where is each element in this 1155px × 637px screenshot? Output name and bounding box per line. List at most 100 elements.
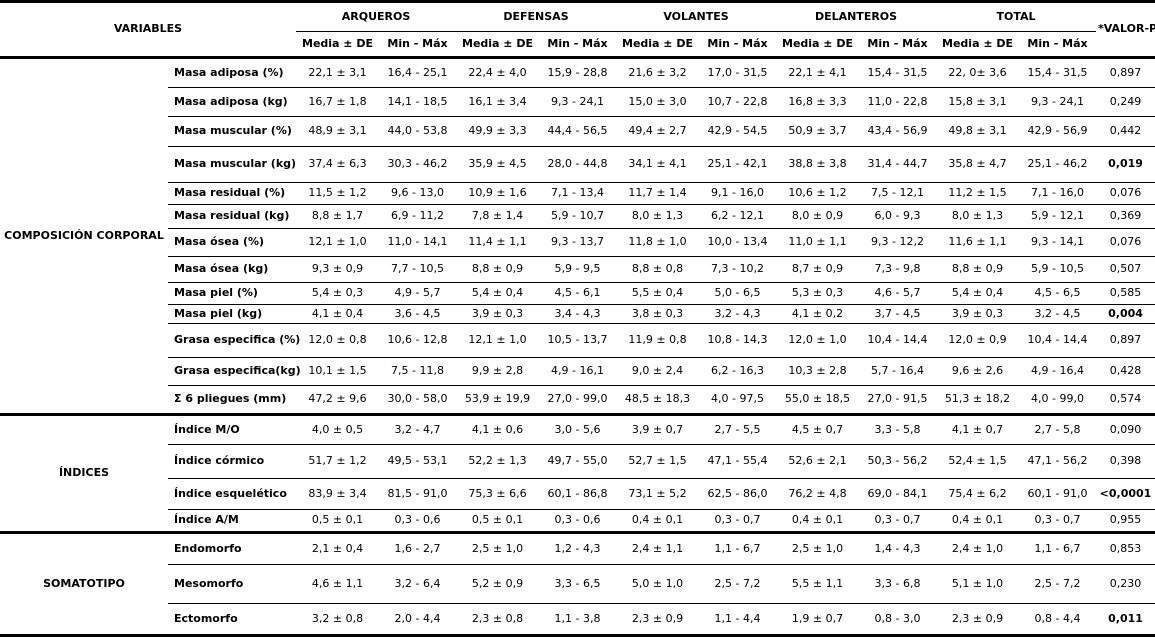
cell-minmax: 28,0 - 44,8 bbox=[539, 146, 616, 183]
cell-media: 5,2 ± 0,9 bbox=[456, 564, 539, 604]
pvalue-header: *VALOR-P bbox=[1096, 1, 1155, 59]
cell-minmax: 9,3 - 13,7 bbox=[539, 228, 616, 257]
cell-media: 11,9 ± 0,8 bbox=[616, 323, 699, 358]
table-row: Masa residual (kg) 8,8 ± 1,7 6,9 - 11,2 7,8… bbox=[0, 204, 1155, 229]
variable-label: Mesomorfo bbox=[168, 564, 296, 604]
group-header-volantes: VOLANTES bbox=[616, 1, 776, 32]
cell-minmax: 17,0 - 31,5 bbox=[699, 57, 776, 88]
cell-media: 52,2 ± 1,3 bbox=[456, 444, 539, 479]
subheader-media: Media ± DE bbox=[936, 31, 1020, 59]
cell-minmax: 10,6 - 12,8 bbox=[379, 323, 456, 358]
cell-minmax: 62,5 - 86,0 bbox=[699, 478, 776, 510]
variable-label: Masa muscular (kg) bbox=[168, 146, 296, 183]
cell-minmax: 5,9 - 10,5 bbox=[1019, 256, 1097, 283]
cell-minmax: 2,5 - 7,2 bbox=[1019, 564, 1097, 604]
table-row: Índice córmico 51,7 ± 1,2 49,5 - 53,1 52,2 … bbox=[0, 444, 1155, 479]
cell-media: 9,9 ± 2,8 bbox=[456, 357, 539, 386]
cell-pvalue: 0,955 bbox=[1096, 509, 1155, 534]
group-header-arqueros: ARQUEROS bbox=[296, 1, 456, 32]
table-row: Masa ósea (kg) 9,3 ± 0,9 7,7 - 10,5 8,8 ± 0… bbox=[0, 256, 1155, 283]
cell-media: 76,2 ± 4,8 bbox=[776, 478, 859, 510]
cell-media: 48,9 ± 3,1 bbox=[296, 116, 379, 147]
cell-pvalue: <0,0001 bbox=[1096, 478, 1155, 510]
cell-pvalue: 0,507 bbox=[1096, 256, 1155, 283]
cell-minmax: 27,0 - 99,0 bbox=[539, 385, 616, 416]
cell-media: 4,1 ± 0,4 bbox=[296, 304, 379, 324]
cell-media: 16,8 ± 3,3 bbox=[776, 87, 859, 117]
section-0: COMPOSICIÓN CORPORAL Masa adiposa (%) 22,1… bbox=[0, 57, 1155, 416]
cell-minmax: 3,4 - 4,3 bbox=[539, 304, 616, 324]
cell-media: 22,4 ± 4,0 bbox=[456, 57, 539, 88]
table-row: ÍNDICES Índice M/O 4,0 ± 0,5 3,2 - 4,7 4,1 ±… bbox=[0, 414, 1155, 534]
cell-minmax: 3,3 - 5,8 bbox=[859, 414, 937, 445]
cell-media: 9,3 ± 0,9 bbox=[296, 256, 379, 283]
cell-minmax: 4,0 - 99,0 bbox=[1019, 385, 1097, 416]
cell-media: 12,0 ± 0,9 bbox=[936, 323, 1020, 358]
cell-minmax: 44,4 - 56,5 bbox=[539, 116, 616, 147]
cell-minmax: 7,3 - 9,8 bbox=[859, 256, 937, 283]
cell-minmax: 0,3 - 0,6 bbox=[539, 509, 616, 534]
cell-media: 4,1 ± 0,7 bbox=[936, 414, 1020, 445]
cell-pvalue: 0,076 bbox=[1096, 182, 1155, 205]
variable-label: Grasa especifica (%) bbox=[168, 323, 300, 358]
cell-minmax: 4,5 - 6,5 bbox=[1019, 282, 1097, 305]
cell-media: 10,9 ± 1,6 bbox=[456, 182, 539, 205]
group-header-total: TOTAL bbox=[936, 1, 1097, 32]
cell-media: 3,9 ± 0,3 bbox=[456, 304, 539, 324]
cell-media: 5,5 ± 1,1 bbox=[776, 564, 859, 604]
cell-minmax: 3,2 - 4,3 bbox=[699, 304, 776, 324]
cell-minmax: 9,3 - 24,1 bbox=[539, 87, 616, 117]
cell-pvalue: 0,369 bbox=[1096, 204, 1155, 229]
cell-minmax: 6,0 - 9,3 bbox=[859, 204, 937, 229]
cell-minmax: 9,3 - 12,2 bbox=[859, 228, 937, 257]
variable-label: Grasa especifica(kg) bbox=[168, 357, 301, 386]
cell-media: 2,5 ± 1,0 bbox=[456, 532, 539, 565]
cell-minmax: 10,4 - 14,4 bbox=[1019, 323, 1097, 358]
cell-minmax: 4,9 - 5,7 bbox=[379, 282, 456, 305]
section-1: ÍNDICES Índice M/O 4,0 ± 0,5 3,2 - 4,7 4,1 ±… bbox=[0, 414, 1155, 534]
cell-minmax: 10,7 - 22,8 bbox=[699, 87, 776, 117]
cell-minmax: 10,5 - 13,7 bbox=[539, 323, 616, 358]
cell-minmax: 16,4 - 25,1 bbox=[379, 57, 456, 88]
cell-media: 4,1 ± 0,2 bbox=[776, 304, 859, 324]
cell-minmax: 3,0 - 5,6 bbox=[539, 414, 616, 445]
cell-pvalue: 0,585 bbox=[1096, 282, 1155, 305]
cell-media: 12,0 ± 0,8 bbox=[296, 323, 379, 358]
variable-label: Índice córmico bbox=[168, 444, 296, 479]
cell-media: 0,5 ± 0,1 bbox=[296, 509, 379, 534]
cell-minmax: 0,3 - 0,7 bbox=[699, 509, 776, 534]
cell-minmax: 3,7 - 4,5 bbox=[859, 304, 937, 324]
cell-media: 22,1 ± 3,1 bbox=[296, 57, 379, 88]
cell-minmax: 7,1 - 16,0 bbox=[1019, 182, 1097, 205]
cell-minmax: 30,3 - 46,2 bbox=[379, 146, 456, 183]
table-row: Masa piel (kg) 4,1 ± 0,4 3,6 - 4,5 3,9 ± 0,… bbox=[0, 304, 1155, 324]
table-row: Mesomorfo 4,6 ± 1,1 3,2 - 6,4 5,2 ± 0,9 3,3 … bbox=[0, 564, 1155, 604]
cell-minmax: 9,3 - 14,1 bbox=[1019, 228, 1097, 257]
variable-label: Masa piel (kg) bbox=[168, 304, 296, 324]
cell-minmax: 5,9 - 10,7 bbox=[539, 204, 616, 229]
table-row: Grasa especifica(kg) 10,1 ± 1,5 7,5 - 11,8… bbox=[0, 357, 1155, 386]
cell-minmax: 15,4 - 31,5 bbox=[859, 57, 937, 88]
cell-minmax: 1,1 - 4,4 bbox=[699, 603, 776, 637]
table-row: Índice A/M 0,5 ± 0,1 0,3 - 0,6 0,5 ± 0,1 0,3… bbox=[0, 509, 1155, 534]
cell-media: 10,1 ± 1,5 bbox=[296, 357, 379, 386]
cell-minmax: 50,3 - 56,2 bbox=[859, 444, 937, 479]
variable-label: Índice A/M bbox=[168, 509, 296, 534]
cell-minmax: 49,7 - 55,0 bbox=[539, 444, 616, 479]
cell-media: 11,6 ± 1,1 bbox=[936, 228, 1020, 257]
subheader-media: Media ± DE bbox=[616, 31, 699, 59]
cell-minmax: 1,2 - 4,3 bbox=[539, 532, 616, 565]
cell-minmax: 27,0 - 91,5 bbox=[859, 385, 937, 416]
cell-minmax: 3,6 - 4,5 bbox=[379, 304, 456, 324]
cell-media: 47,2 ± 9,6 bbox=[296, 385, 379, 416]
table-row: Masa piel (%) 5,4 ± 0,3 4,9 - 5,7 5,4 ± 0,4… bbox=[0, 282, 1155, 305]
cell-media: 5,4 ± 0,3 bbox=[296, 282, 379, 305]
cell-media: 2,1 ± 0,4 bbox=[296, 532, 379, 565]
variable-label: Masa residual (kg) bbox=[168, 204, 296, 229]
cell-media: 75,4 ± 6,2 bbox=[936, 478, 1020, 510]
cell-minmax: 4,6 - 5,7 bbox=[859, 282, 937, 305]
cell-media: 75,3 ± 6,6 bbox=[456, 478, 539, 510]
cell-minmax: 4,9 - 16,1 bbox=[539, 357, 616, 386]
cell-media: 16,7 ± 1,8 bbox=[296, 87, 379, 117]
cell-minmax: 2,0 - 4,4 bbox=[379, 603, 456, 637]
